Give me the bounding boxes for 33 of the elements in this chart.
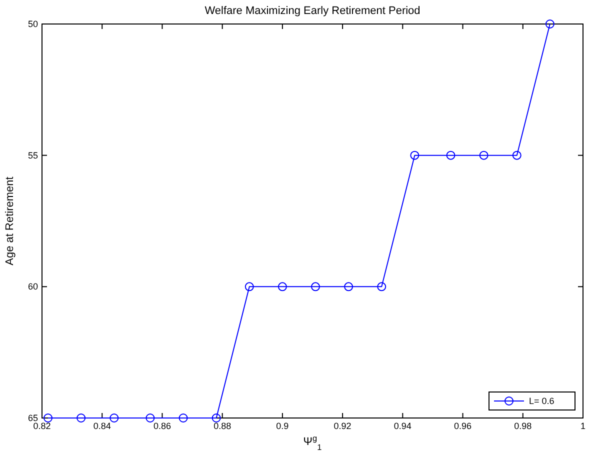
point <box>344 282 354 292</box>
x-tick-label: 0.94 <box>394 421 412 431</box>
point <box>512 150 522 160</box>
point <box>178 414 188 422</box>
point <box>311 282 320 292</box>
point <box>44 414 53 422</box>
point <box>212 414 221 422</box>
y-tick-label: 50 <box>28 19 38 29</box>
point <box>146 414 155 422</box>
point <box>76 414 86 422</box>
x-tick-label: 0.86 <box>153 421 171 431</box>
x-tick-label: 0.92 <box>334 421 352 431</box>
x-tick-label: 0.96 <box>454 421 472 431</box>
x-tick-label: 0.84 <box>93 421 111 431</box>
x-tick-label: 1 <box>580 421 586 431</box>
x-tick-label: 0.98 <box>514 421 532 431</box>
y-axis-title: Age at Retirement <box>4 176 16 266</box>
legend-label: L= 0.6 <box>529 396 554 406</box>
x-tick-label: 0.9 <box>276 421 289 431</box>
y-tick-label: 65 <box>28 413 38 423</box>
point <box>377 282 386 292</box>
point <box>278 282 287 292</box>
chart-title: Welfare Maximizing Early Retirement Period <box>204 5 420 17</box>
point <box>545 20 554 28</box>
y-tick-label: 55 <box>28 150 38 160</box>
point <box>410 150 420 160</box>
x-tick-label: 0.82 <box>33 421 51 431</box>
point <box>244 282 254 292</box>
point <box>446 150 456 160</box>
y-tick-label: 60 <box>28 282 38 292</box>
point <box>479 150 488 160</box>
x-tick-label: 0.88 <box>214 421 232 431</box>
point <box>110 414 119 422</box>
